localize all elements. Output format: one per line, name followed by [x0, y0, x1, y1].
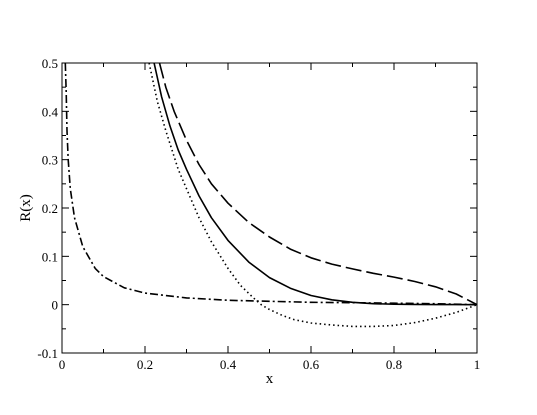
x-tick-label: 0.2: [137, 357, 153, 372]
series-layer: [64, 63, 477, 328]
x-tick-label: 0.4: [220, 357, 237, 372]
y-tick-label: 0.4: [42, 104, 59, 119]
solid-curve: [153, 63, 477, 306]
x-tick-label: 0.8: [386, 357, 402, 372]
x-tick-label: 1: [474, 357, 481, 372]
dotted-curve: [148, 63, 477, 328]
y-tick-label: 0.1: [42, 249, 58, 264]
dashed-curve: [158, 63, 477, 306]
y-tick-label: 0.5: [42, 56, 58, 71]
axis-ticks: 0 0.2 0.4 0.6 0.8 1-0.100.10.20.30.40.5: [37, 56, 480, 372]
x-tick-label: 0.6: [303, 357, 320, 372]
x-axis-title: x: [266, 371, 274, 387]
y-tick-label: -0.1: [37, 346, 58, 361]
dash-dot-curve: [64, 63, 477, 306]
y-tick-label: 0.3: [42, 153, 58, 168]
y-tick-label: 0.2: [42, 201, 58, 216]
y-axis-title: R(x): [18, 194, 34, 222]
y-tick-label: 0: [52, 298, 59, 313]
x-tick-label: 0: [59, 357, 66, 372]
